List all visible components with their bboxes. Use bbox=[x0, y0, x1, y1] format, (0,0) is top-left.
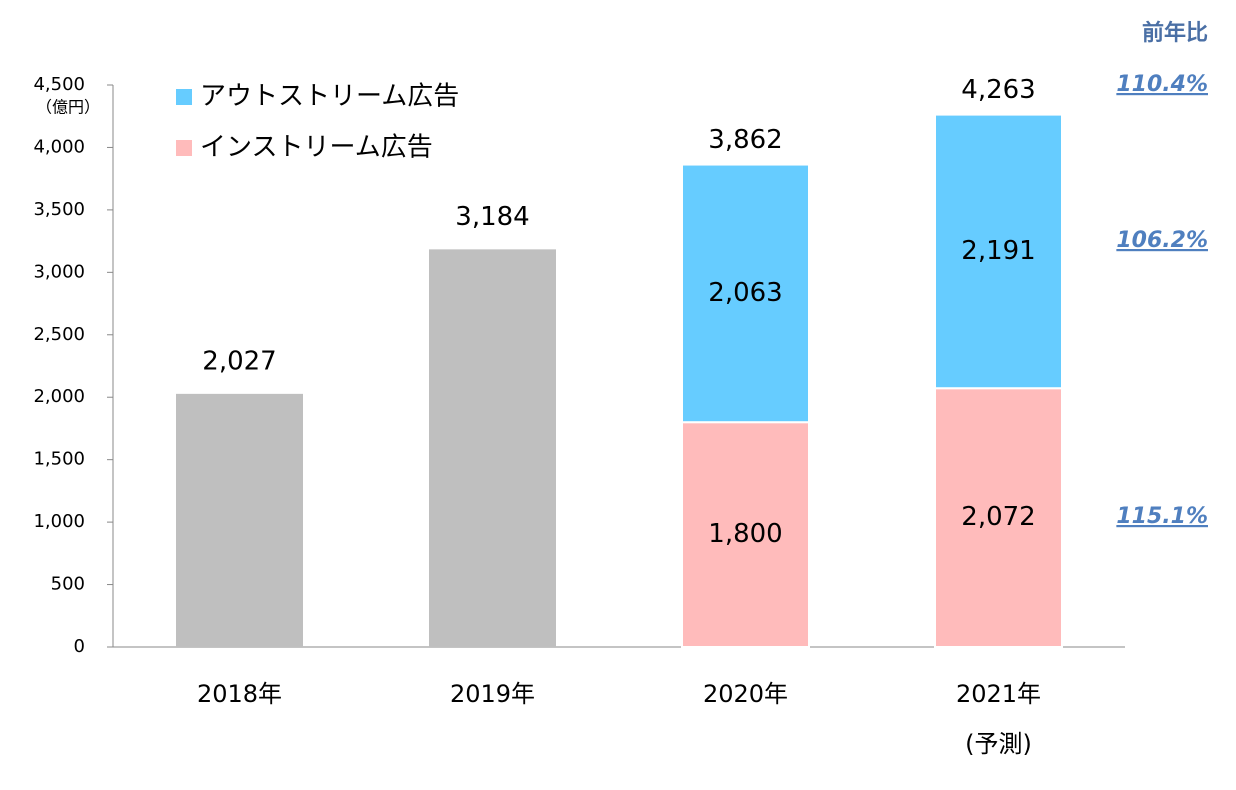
x-tick-label: 2021年 bbox=[956, 680, 1041, 708]
legend-swatch bbox=[176, 140, 192, 156]
legend-label: アウトストリーム広告 bbox=[200, 82, 459, 112]
y-tick-label: 500 bbox=[51, 574, 85, 595]
x-tick-label: 2020年 bbox=[703, 680, 788, 708]
bar-segment bbox=[681, 163, 810, 424]
legend-swatch bbox=[176, 89, 192, 105]
yoy-title: 前年比 bbox=[1142, 20, 1208, 46]
y-tick-label: 2,000 bbox=[33, 386, 85, 407]
yoy-label: 110.4% bbox=[1116, 72, 1208, 97]
yoy-label: 106.2% bbox=[1116, 228, 1208, 253]
y-tick-label: 2,500 bbox=[33, 324, 85, 345]
total-label: 3,862 bbox=[708, 125, 782, 155]
y-tick-label: 0 bbox=[74, 636, 85, 657]
x-tick-note: (予測) bbox=[965, 730, 1032, 758]
y-unit: （億円） bbox=[36, 98, 100, 117]
segment-label: 2,063 bbox=[708, 278, 782, 308]
y-tick-label: 1,000 bbox=[33, 511, 85, 532]
bar-segment bbox=[934, 113, 1063, 390]
y-tick-label: 3,000 bbox=[33, 261, 85, 282]
y-tick-label: 4,000 bbox=[33, 136, 85, 157]
bar bbox=[429, 249, 556, 648]
bar bbox=[176, 393, 303, 647]
y-tick-label: 1,500 bbox=[33, 449, 85, 470]
yoy-label: 115.1% bbox=[1116, 504, 1208, 529]
y-tick-label: 4,500 bbox=[33, 74, 85, 95]
x-tick-label: 2018年 bbox=[197, 680, 282, 708]
segment-label: 2,072 bbox=[961, 502, 1035, 532]
bar-label: 3,184 bbox=[455, 202, 529, 232]
segment-label: 2,191 bbox=[961, 236, 1035, 266]
total-label: 4,263 bbox=[961, 75, 1035, 105]
segment-label: 1,800 bbox=[708, 519, 782, 549]
legend-label: インストリーム広告 bbox=[200, 133, 433, 163]
y-tick-label: 3,500 bbox=[33, 199, 85, 220]
bar-label: 2,027 bbox=[202, 346, 276, 376]
bar-segment bbox=[681, 421, 810, 649]
x-tick-label: 2019年 bbox=[450, 680, 535, 708]
